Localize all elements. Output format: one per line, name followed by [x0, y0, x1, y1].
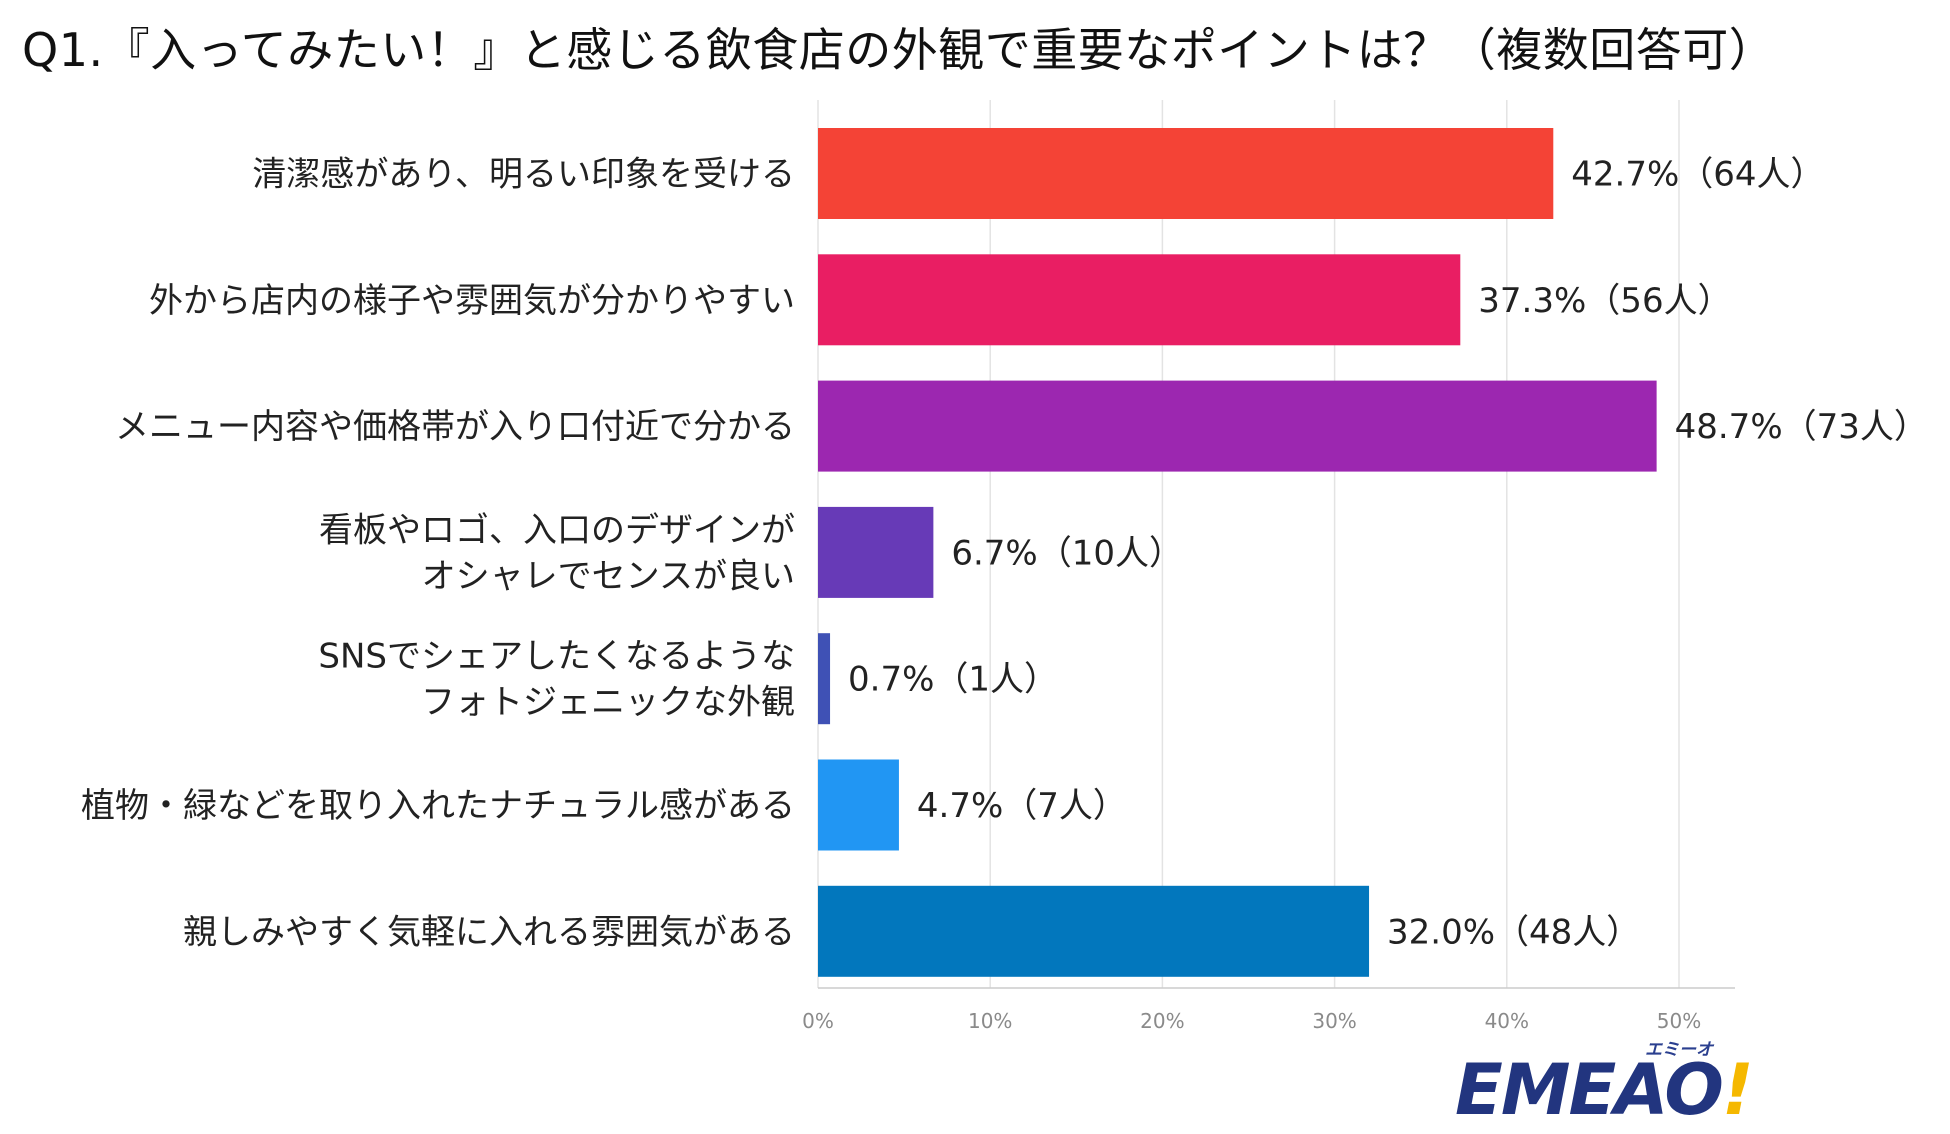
bar [818, 885, 1370, 977]
data-label: 4.7%（7人） [917, 786, 1127, 826]
brand-ruby: エミーオ [1645, 1040, 1713, 1060]
gridlines [817, 100, 1680, 988]
x-tick-label: 0% [802, 1009, 834, 1033]
data-label: 48.7%（73人） [1675, 407, 1928, 447]
chart-title: Q1.『入ってみたい！』と感じる飲食店の外観で重要なポイントは？（複数回答可） [22, 23, 1776, 77]
category-label: フォトジェニックな外観 [421, 683, 795, 723]
bar [818, 633, 831, 725]
x-tick-label: 30% [1312, 1009, 1356, 1033]
category-labels: 清潔感があり、明るい印象を受ける外から店内の様子や雰囲気が分かりやすいメニュー内… [81, 155, 795, 953]
x-axis: 0% 10% 20% 30% 40% 50% [802, 987, 1735, 1033]
bar [818, 506, 934, 598]
x-tick-label: 40% [1485, 1009, 1529, 1033]
bar [818, 128, 1554, 219]
bar [818, 380, 1657, 472]
category-label: 植物・緑などを取り入れたナチュラル感がある [81, 786, 795, 826]
bar [818, 759, 899, 851]
category-label: 親しみやすく気軽に入れる雰囲気がある [183, 912, 795, 952]
brand-name: EMEAO [1455, 1049, 1724, 1131]
category-label: SNSでシェアしたくなるような [318, 637, 795, 677]
data-label: 6.7%（10人） [951, 533, 1183, 573]
category-label: メニュー内容や価格帯が入り口付近で分かる [115, 407, 795, 447]
x-tick-label: 50% [1657, 1009, 1701, 1033]
data-label: 42.7%（64人） [1571, 155, 1824, 195]
category-label: 外から店内の様子や雰囲気が分かりやすい [149, 281, 795, 321]
brand-mark: ! [1721, 1049, 1754, 1131]
category-label: 看板やロゴ、入口のデザインが [319, 510, 795, 550]
data-label: 0.7%（1人） [848, 660, 1058, 700]
category-label: 清潔感があり、明るい印象を受ける [252, 155, 795, 195]
bars [818, 128, 1657, 977]
data-label: 32.0%（48人） [1387, 912, 1640, 952]
x-tick-label: 10% [968, 1009, 1012, 1033]
category-label: オシャレでセンスが良い [422, 556, 795, 596]
x-tick-label: 20% [1140, 1009, 1184, 1033]
brand-wordmark: EMEAO! [1455, 1049, 1754, 1131]
bar [818, 254, 1461, 346]
data-label: 37.3%（56人） [1478, 281, 1731, 321]
value-labels: 42.7%（64人） 37.3%（56人） 48.7%（73人） 6.7%（10人） 0… [848, 155, 1928, 953]
brand-logo: エミーオ EMEAO! [1455, 1035, 1755, 1131]
